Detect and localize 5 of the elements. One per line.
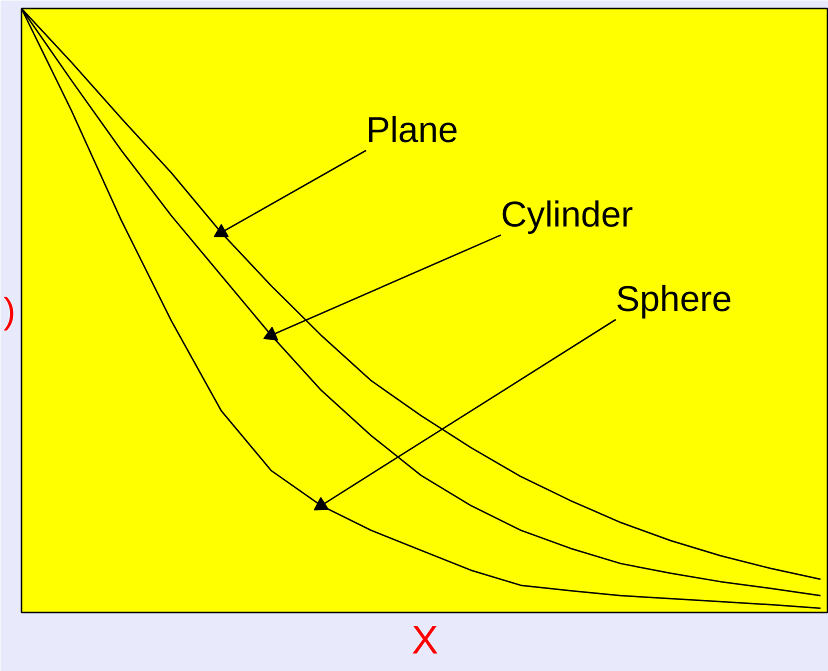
y-axis-title: ) bbox=[4, 290, 16, 331]
text: Cylinder bbox=[500, 193, 633, 234]
text: Sphere bbox=[616, 278, 732, 319]
text: Plane bbox=[366, 108, 458, 150]
x-axis-title: X bbox=[412, 618, 438, 662]
